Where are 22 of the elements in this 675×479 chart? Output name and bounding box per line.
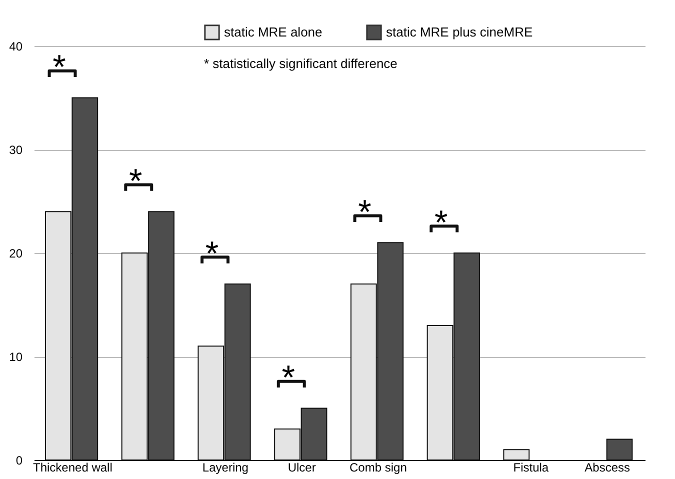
annotation: * xyxy=(128,162,142,200)
x-tick-label: Ulcer xyxy=(288,460,316,474)
x-tick-label: Thickened wall xyxy=(33,460,112,474)
annotation: * xyxy=(205,234,219,273)
y-tick-label: 20 xyxy=(9,246,23,260)
x-tick-label: Fistula xyxy=(513,460,549,474)
y-tick-label: 40 xyxy=(9,40,23,54)
legend-label: static MRE plus cineMRE xyxy=(386,24,533,40)
annotation: * xyxy=(434,204,448,242)
y-tick-label: 30 xyxy=(9,143,23,157)
annotation: * statistically significant difference xyxy=(204,56,398,71)
bar xyxy=(503,449,530,460)
x-tick-label: Abscess xyxy=(584,460,630,474)
legend-label: static MRE alone xyxy=(224,24,322,40)
annotation: * xyxy=(358,193,372,232)
annotation: * xyxy=(52,48,66,87)
x-tick-label: Comb sign xyxy=(350,460,407,474)
bar xyxy=(606,438,633,460)
x-tick-label: Layering xyxy=(202,460,248,474)
y-tick-label: 10 xyxy=(9,350,23,364)
y-tick-label: 0 xyxy=(16,454,23,468)
annotation: * xyxy=(282,359,295,398)
